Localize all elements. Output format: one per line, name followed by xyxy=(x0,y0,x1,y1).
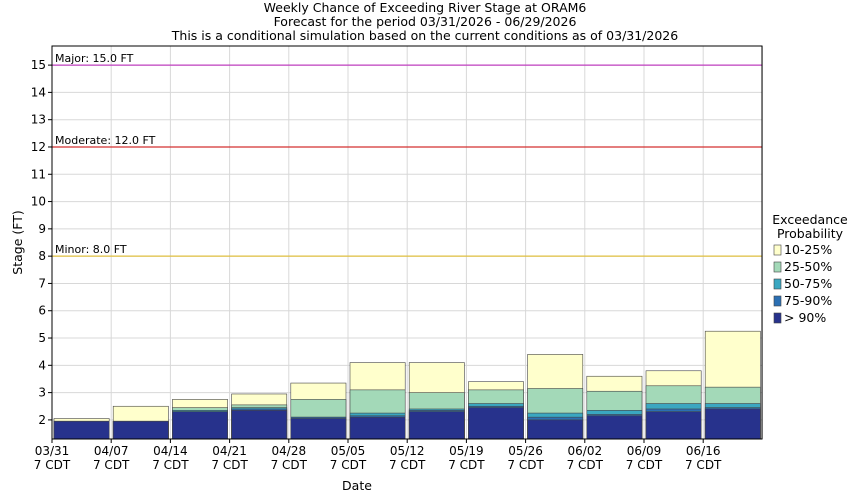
x-tick-label-date: 06/16 xyxy=(686,444,721,458)
flood-level-label: Minor: 8.0 FT xyxy=(55,243,127,256)
x-tick-label-time: 7 CDT xyxy=(93,458,130,472)
bar-segment xyxy=(645,411,702,440)
legend-label: 75-90% xyxy=(784,293,832,308)
x-tick-label-date: 04/21 xyxy=(212,444,247,458)
x-tick-label-time: 7 CDT xyxy=(152,458,189,472)
legend-title-line-1: Exceedance xyxy=(772,212,848,227)
bar-segment xyxy=(231,410,288,440)
legend-swatch xyxy=(773,295,782,307)
bar-series xyxy=(53,330,761,440)
x-tick-label-date: 05/19 xyxy=(449,444,484,458)
x-tick-label-time: 7 CDT xyxy=(685,458,722,472)
x-tick-label-date: 03/31 xyxy=(35,444,70,458)
y-tick-label: 5 xyxy=(38,331,46,345)
bar-segment xyxy=(349,416,406,440)
legend-title-line-2: Probability xyxy=(777,226,844,241)
chart-title: Weekly Chance of Exceeding River Stage a… xyxy=(171,0,678,43)
bar-segment xyxy=(408,411,465,440)
bar-segment xyxy=(290,418,347,440)
y-axis: 2 3 4 5 6 7 8 9 10 11 12 13 14 15 xyxy=(31,58,52,427)
x-tick-label-time: 7 CDT xyxy=(507,458,544,472)
legend-label: 25-50% xyxy=(784,259,832,274)
bar-segment xyxy=(53,420,110,440)
y-tick-label: 8 xyxy=(38,249,46,263)
legend-label: > 90% xyxy=(784,310,826,325)
chart-title-line-2: Forecast for the period 03/31/2026 - 06/… xyxy=(274,14,577,29)
y-tick-label: 9 xyxy=(38,222,46,236)
x-tick-label-time: 7 CDT xyxy=(626,458,663,472)
y-tick-label: 15 xyxy=(31,58,46,72)
x-tick-label-time: 7 CDT xyxy=(271,458,308,472)
x-tick-label-date: 04/14 xyxy=(153,444,188,458)
x-axis-title: Date xyxy=(342,478,372,493)
flood-level-label: Moderate: 12.0 FT xyxy=(55,134,156,147)
x-tick-label-date: 06/02 xyxy=(568,444,603,458)
y-tick-label: 4 xyxy=(38,358,46,372)
y-tick-label: 10 xyxy=(31,195,46,209)
y-tick-label: 14 xyxy=(31,85,46,99)
legend-items: 10-25% 25-50% 50-75% 75-90% > 90% xyxy=(773,242,832,325)
x-tick-label-date: 05/26 xyxy=(508,444,543,458)
legend-swatch xyxy=(773,244,782,256)
y-axis-title: Stage (FT) xyxy=(10,210,25,274)
y-tick-label: 12 xyxy=(31,140,46,154)
legend-swatch xyxy=(773,278,782,290)
bar-segment xyxy=(172,411,228,440)
flood-levels: Major: 15.0 FT Moderate: 12.0 FT Minor: 8.… xyxy=(52,52,762,257)
y-tick-label: 7 xyxy=(38,276,46,290)
x-tick-label-date: 04/28 xyxy=(272,444,307,458)
bar-segment xyxy=(704,408,761,440)
x-tick-label-time: 7 CDT xyxy=(211,458,248,472)
x-tick-label-date: 04/07 xyxy=(94,444,129,458)
x-tick-label-time: 7 CDT xyxy=(389,458,426,472)
flood-level-label: Major: 15.0 FT xyxy=(55,52,134,65)
x-tick-label-time: 7 CDT xyxy=(34,458,71,472)
x-tick-label-date: 06/09 xyxy=(627,444,662,458)
bar-segment xyxy=(586,415,643,440)
x-tick-label-time: 7 CDT xyxy=(330,458,367,472)
y-tick-label: 2 xyxy=(38,413,46,427)
bar-segment xyxy=(468,407,524,440)
legend-label: 50-75% xyxy=(784,276,832,291)
bar-segment xyxy=(112,420,169,440)
legend: Exceedance Probability 10-25% 25-50% 50-75… xyxy=(772,212,848,325)
chart-title-line-1: Weekly Chance of Exceeding River Stage a… xyxy=(264,0,587,15)
chart-title-line-3: This is a conditional simulation based o… xyxy=(171,28,678,43)
x-tick-label-date: 05/12 xyxy=(390,444,425,458)
x-tick-label-time: 7 CDT xyxy=(448,458,485,472)
y-tick-label: 13 xyxy=(31,113,46,127)
legend-label: 10-25% xyxy=(784,242,832,257)
x-tick-label-time: 7 CDT xyxy=(567,458,604,472)
y-tick-label: 11 xyxy=(31,167,46,181)
legend-swatch xyxy=(773,312,782,324)
x-tick-label-date: 05/05 xyxy=(331,444,366,458)
y-tick-label: 6 xyxy=(38,304,46,318)
y-tick-label: 3 xyxy=(38,386,46,400)
legend-swatch xyxy=(773,261,782,273)
bar-segment xyxy=(527,419,584,440)
